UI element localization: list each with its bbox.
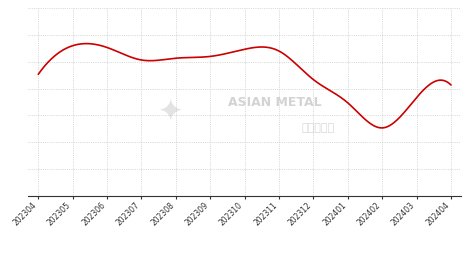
Text: ✦: ✦ xyxy=(158,97,184,126)
Text: 亚洲金属网: 亚洲金属网 xyxy=(302,123,335,133)
Text: ASIAN METAL: ASIAN METAL xyxy=(228,95,322,109)
